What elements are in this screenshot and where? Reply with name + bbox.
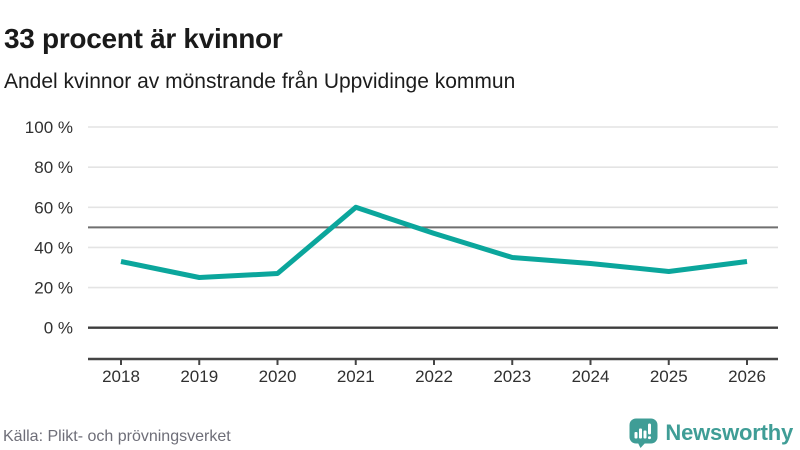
svg-text:0 %: 0 % xyxy=(44,319,73,338)
svg-text:60 %: 60 % xyxy=(34,198,73,217)
svg-text:100 %: 100 % xyxy=(25,118,73,137)
svg-text:2023: 2023 xyxy=(493,367,531,386)
svg-text:40 %: 40 % xyxy=(34,238,73,257)
chart-title: 33 procent är kvinnor xyxy=(4,22,283,54)
line-chart: 100 % 80 % 60 % 40 % 20 % 0 % 2018 2019 2020 2021… xyxy=(25,118,778,386)
svg-text:80 %: 80 % xyxy=(34,158,73,177)
svg-text:2021: 2021 xyxy=(337,367,375,386)
svg-text:2026: 2026 xyxy=(728,367,766,386)
svg-text:20 %: 20 % xyxy=(34,279,73,298)
source-note: Källa: Plikt- och prövningsverket xyxy=(3,428,231,445)
newsworthy-logo-text: Newsworthy xyxy=(665,420,793,445)
svg-text:2019: 2019 xyxy=(180,367,218,386)
svg-text:2020: 2020 xyxy=(259,367,297,386)
newsworthy-logo-icon xyxy=(629,418,658,448)
svg-text:2018: 2018 xyxy=(102,367,140,386)
newsworthy-logo[interactable]: Newsworthy xyxy=(629,418,793,448)
svg-text:2024: 2024 xyxy=(572,367,610,386)
svg-text:2022: 2022 xyxy=(415,367,453,386)
svg-text:2025: 2025 xyxy=(650,367,688,386)
chart-subtitle: Andel kvinnor av mönstrande från Uppvidi… xyxy=(4,70,516,93)
